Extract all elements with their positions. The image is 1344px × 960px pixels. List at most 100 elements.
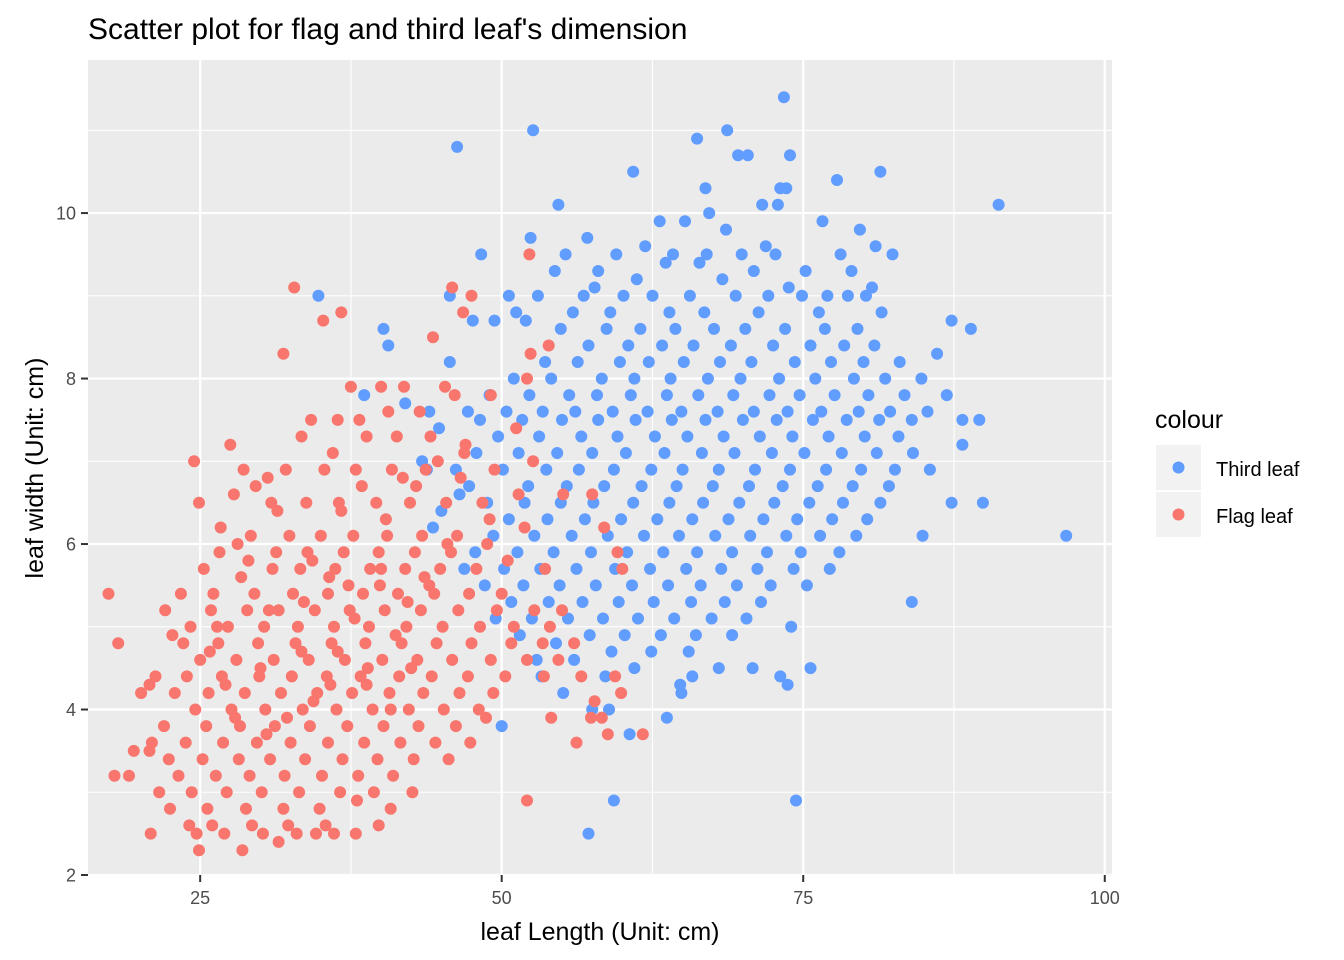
flag-leaf-point <box>552 653 565 666</box>
third-leaf-point <box>759 240 772 253</box>
flag-leaf-point <box>283 529 296 542</box>
flag-leaf-point <box>431 455 444 468</box>
third-leaf-point <box>701 372 714 385</box>
third-leaf-points <box>312 91 1073 840</box>
third-leaf-point <box>726 546 739 559</box>
third-leaf-point <box>466 314 479 327</box>
third-leaf-point <box>487 529 500 542</box>
third-leaf-point <box>513 629 526 642</box>
third-leaf-point <box>711 405 724 418</box>
third-leaf-point <box>377 322 390 335</box>
third-leaf-point <box>852 405 865 418</box>
flag-leaf-point <box>354 670 367 683</box>
flag-leaf-point <box>102 587 115 600</box>
third-leaf-point <box>427 521 439 534</box>
flag-leaf-point <box>542 339 555 352</box>
flag-leaf-point <box>505 637 518 650</box>
flag-leaf-point <box>419 463 432 476</box>
third-leaf-point <box>691 132 704 145</box>
flag-leaf-point <box>144 827 157 840</box>
flag-leaf-point <box>209 769 222 782</box>
third-leaf-point <box>618 629 631 642</box>
flag-leaf-point <box>237 463 250 476</box>
flag-leaf-point <box>288 281 301 294</box>
third-leaf-point <box>660 711 673 724</box>
flag-leaf-point <box>322 587 334 600</box>
third-leaf-point <box>382 339 395 352</box>
third-leaf-point <box>796 289 808 302</box>
flag-leaf-point <box>474 620 486 633</box>
third-leaf-point <box>502 513 515 526</box>
third-leaf-point <box>475 248 488 261</box>
third-leaf-point <box>712 463 725 476</box>
y-axis: 2 4 6 8 10 <box>56 204 88 886</box>
third-leaf-point <box>956 438 969 451</box>
flag-leaf-point <box>224 438 237 451</box>
third-leaf-point <box>720 223 732 236</box>
third-leaf-point <box>853 223 866 236</box>
third-leaf-point <box>551 447 564 459</box>
third-leaf-point <box>739 322 752 335</box>
third-leaf-point <box>916 529 929 542</box>
third-leaf-point <box>641 405 654 418</box>
flag-leaf-point <box>193 496 205 509</box>
flag-leaf-point <box>412 720 425 733</box>
third-leaf-point <box>552 198 565 211</box>
third-leaf-point <box>886 248 899 261</box>
third-leaf-point <box>547 546 560 559</box>
flag-leaf-point <box>227 488 240 501</box>
third-leaf-point <box>945 314 958 327</box>
flag-leaf-point <box>305 413 318 426</box>
third-leaf-point <box>627 496 640 509</box>
third-leaf-point <box>780 529 793 542</box>
flag-leaf-point <box>277 347 290 360</box>
flag-leaf-point <box>543 620 556 633</box>
third-leaf-point <box>709 529 722 542</box>
third-leaf-point <box>527 124 540 137</box>
third-leaf-point <box>630 273 643 286</box>
flag-leaf-point <box>259 703 272 716</box>
third-leaf-point <box>578 513 591 526</box>
third-leaf-point <box>646 289 659 302</box>
third-leaf-point <box>888 463 901 476</box>
flag-leaf-point <box>267 653 280 666</box>
third-leaf-point <box>675 405 688 418</box>
third-leaf-point <box>833 546 846 559</box>
third-leaf-point <box>572 463 585 476</box>
third-leaf-point <box>540 463 553 476</box>
third-leaf-point <box>706 480 719 493</box>
flag-leaf-point <box>255 786 268 799</box>
third-leaf-point <box>474 413 486 426</box>
third-leaf-point <box>611 430 624 443</box>
flag-leaf-point <box>476 496 489 509</box>
third-leaf-point <box>647 596 660 608</box>
third-leaf-point <box>898 389 911 402</box>
flag-leaf-point <box>441 538 454 550</box>
flag-leaf-point <box>328 620 340 633</box>
third-leaf-point <box>705 612 718 625</box>
third-leaf-point <box>736 413 749 426</box>
flag-leaf-point <box>213 546 226 559</box>
flag-leaf-point <box>392 587 404 600</box>
flag-leaf-point <box>481 538 494 550</box>
third-leaf-point <box>600 322 613 335</box>
flag-leaf-point <box>371 753 384 766</box>
flag-leaf-point <box>200 720 213 733</box>
third-leaf-point <box>638 529 650 542</box>
flag-leaf-point <box>528 604 541 617</box>
third-leaf-point <box>751 562 764 575</box>
flag-leaf-point <box>394 736 407 749</box>
flag-leaf-point <box>358 736 371 749</box>
flag-leaf-point <box>512 488 525 501</box>
third-leaf-point <box>771 198 784 211</box>
third-leaf-point <box>976 496 989 509</box>
third-leaf-point <box>779 322 792 335</box>
third-leaf-point <box>869 240 882 253</box>
flag-leaf-point <box>268 720 281 733</box>
flag-leaf-point <box>143 744 156 757</box>
flag-leaf-point <box>487 687 500 699</box>
third-leaf-point <box>470 447 483 459</box>
flag-leaf-point <box>440 496 453 509</box>
third-leaf-point <box>847 372 860 385</box>
